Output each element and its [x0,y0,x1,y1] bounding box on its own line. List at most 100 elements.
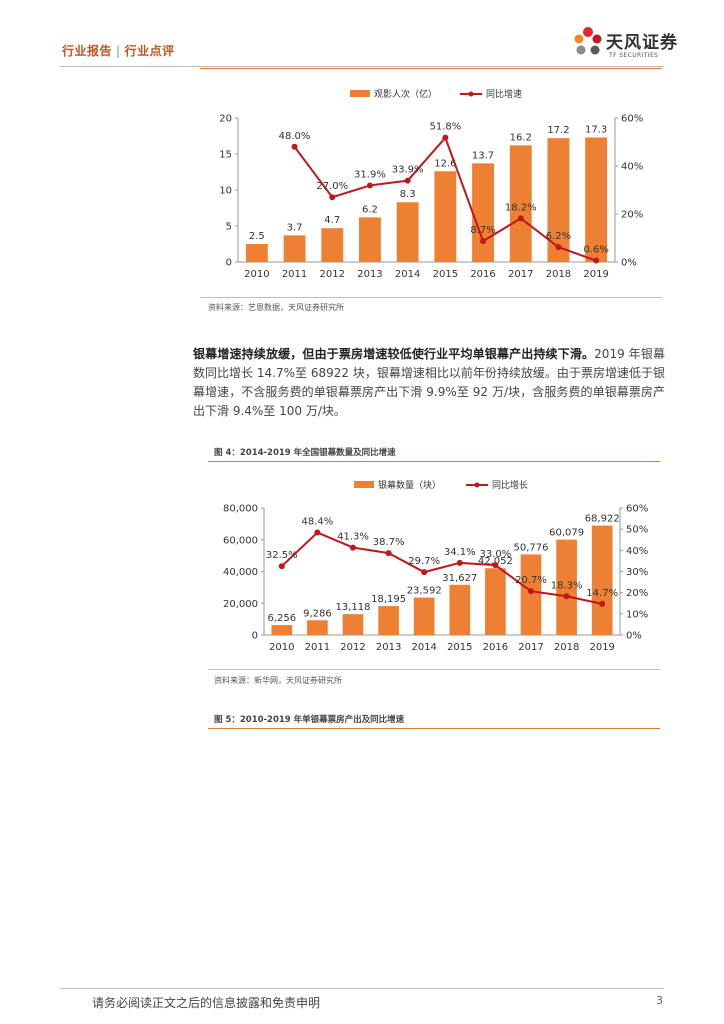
x-tick-label: 2012 [320,269,345,280]
bar-value-label: 3.7 [287,222,303,233]
growth-point [528,588,534,595]
growth-point [442,134,449,141]
paragraph-text: 2019 年银幕数同比增长 14.7%至 68922 块，银幕增速相比以前年份持… [193,347,665,418]
growth-label: 48.4% [302,517,334,528]
bar-value-label: 50,776 [514,542,549,553]
bar-value-label: 13,118 [336,602,371,613]
growth-point [385,550,392,557]
x-tick-label: 2014 [411,642,436,653]
y-tick-label-right: 50% [626,525,648,536]
logo-subtext: TF SECURITIES [609,52,659,59]
growth-point [278,563,285,570]
y-tick-label-left: 20,000 [223,599,258,610]
header-subsection: 行业点评 [124,44,175,58]
growth-point [350,544,356,551]
bar-value-label: 6,256 [267,613,296,624]
y-tick-label-left: 80,000 [223,504,258,515]
growth-label: 33.9% [392,165,424,176]
bar-value-label: 16.2 [510,132,532,143]
chart2-source: 资料来源：新华网，天风证券研究所 [214,676,342,685]
bar-value-label: 6.2 [362,204,378,215]
bar-value-label: 18,195 [371,594,406,605]
chart1-source: 资料来源：艺恩数据，天风证券研究所 [208,303,344,312]
bar [378,606,399,635]
bar-value-label: 8.3 [400,189,416,200]
audience-chart: 观影人次（亿） 同比增速 0 5 10 15 20 0% 20% 40% 60% 2.5 2010 3.7… [219,88,643,280]
x-tick-label: 2018 [554,642,579,653]
screens-chart: 银幕数量（块） 同比增长 0 20,000 40,000 60,000 80,000 0% 10… [223,479,648,653]
growth-label: 51.8% [429,122,461,133]
legend-bar-swatch [350,90,370,97]
header-section: 行业报告 [62,44,113,58]
bar [485,568,506,635]
bar [472,163,494,262]
x-tick-label: 2011 [282,269,307,280]
bar [556,539,577,635]
growth-point [421,569,428,576]
x-tick-label: 2017 [518,642,543,653]
footer-divider [60,988,664,989]
bar [321,228,344,262]
y-tick-label-left: 0 [226,258,232,269]
bar [585,137,608,262]
y-tick-label-right: 40% [626,546,648,557]
x-tick-label: 2014 [395,269,420,280]
growth-label: 29.7% [408,556,440,567]
growth-point [314,529,321,536]
x-tick-label: 2015 [447,642,472,653]
bar-value-label: 31,627 [442,573,477,584]
bar [449,584,471,635]
y-tick-label-right: 60% [626,504,648,515]
bar [283,235,306,262]
paragraph-lead: 银幕增速持续放缓，但由于票房增速较低使行业平均单银幕产出持续下滑。 [193,347,595,361]
bar-value-label: 4.7 [324,215,340,226]
bar [271,625,293,635]
growth-label: 41.3% [337,532,369,543]
x-tick-label: 2019 [589,642,614,653]
bar [434,171,457,262]
body-paragraph: 银幕增速持续放缓，但由于票房增速较低使行业平均单银幕产出持续下滑。2019 年银… [193,345,665,421]
x-tick-label: 2018 [546,269,571,280]
bar-value-label: 17.3 [585,124,607,135]
growth-label: 48.0% [279,131,311,142]
footer-disclaimer: 请务必阅读正文之后的信息披露和免责申明 [92,996,321,1010]
y-tick-label-left: 0 [252,631,258,642]
figure4-title: 图 4：2014-2019 年全国银幕数量及同比增速 [214,448,396,458]
growth-point [404,177,411,184]
x-tick-label: 2013 [357,269,382,280]
bar [245,244,268,262]
y-tick-label-left: 10 [219,186,232,197]
growth-label: 33.0% [480,549,512,560]
y-tick-label-left: 20 [219,114,232,125]
growth-label: 0.6% [583,245,608,256]
bar-value-label: 68,922 [585,514,620,525]
report-header: 行业报告 | 行业点评 [62,42,175,59]
growth-point [563,593,570,600]
growth-label: 18.2% [505,202,537,213]
bar-value-label: 23,592 [407,586,442,597]
growth-label: 34.1% [444,547,476,558]
figure5-top-rule [208,728,660,729]
bar-value-label: 17.2 [547,125,569,136]
bar-value-label: 13.7 [472,150,494,161]
x-tick-label: 2019 [583,269,608,280]
y-tick-label-right: 0% [626,631,642,642]
growth-label: 6.2% [546,231,571,242]
bar [396,202,419,262]
legend-line-marker [474,482,480,488]
growth-label: 18.3% [551,580,583,591]
bar [547,138,570,262]
bar [359,217,381,262]
bar-value-label: 2.5 [249,231,265,242]
page-number: 3 [656,994,663,1007]
y-tick-label-right: 20% [626,588,648,599]
growth-point [480,238,487,245]
chart1-bottom-rule [200,297,662,298]
legend-line-label: 同比增长 [492,479,528,491]
growth-label: 20.7% [515,575,547,586]
legend-bar-swatch [354,481,374,488]
y-tick-label-left: 5 [226,222,232,233]
bar [413,597,435,635]
x-tick-label: 2012 [340,642,365,653]
growth-point [492,562,499,569]
